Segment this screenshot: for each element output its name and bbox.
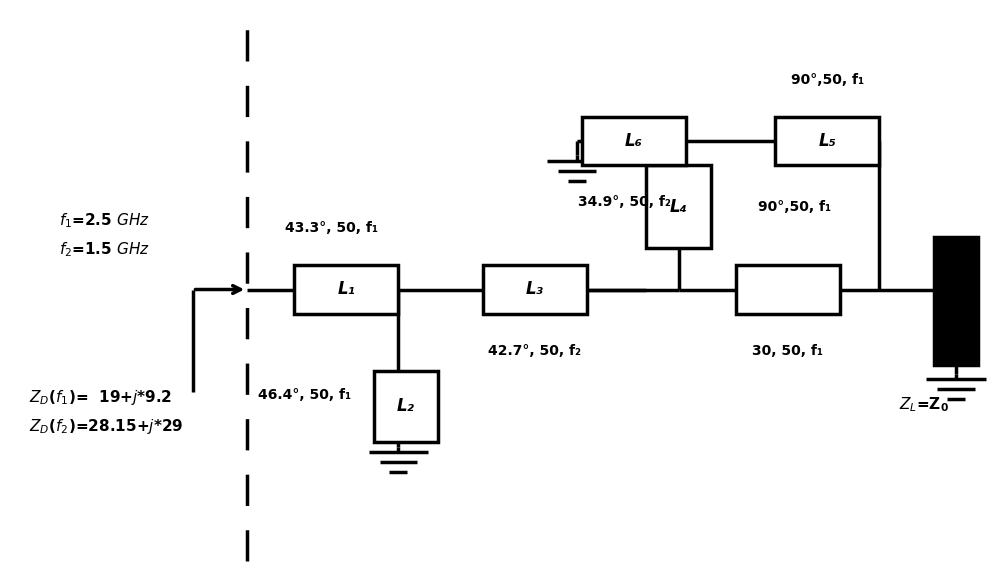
Bar [736,265,840,314]
Bar [582,117,686,166]
Text: 34.9°, 50, f₂: 34.9°, 50, f₂ [578,196,670,210]
Text: 43.3°, 50, f₁: 43.3°, 50, f₁ [285,221,378,235]
Text: 90°,50, f₁: 90°,50, f₁ [758,200,832,214]
Bar [775,117,879,166]
Bar [294,265,398,314]
Text: L₅: L₅ [818,132,836,150]
Text: L₄: L₄ [670,198,687,216]
Text: 42.7°, 50, f₂: 42.7°, 50, f₂ [488,344,581,358]
Bar [374,371,438,442]
Bar [934,237,978,365]
Text: L₃: L₃ [526,280,544,299]
Text: 46.4°, 50, f₁: 46.4°, 50, f₁ [258,388,351,402]
Text: 90°,50, f₁: 90°,50, f₁ [791,73,864,87]
Text: $\it{f_1}$=2.5 $\it{GHz}$
$\it{f_2}$=1.5 $\it{GHz}$: $\it{f_1}$=2.5 $\it{GHz}$ $\it{f_2}$=1.5… [59,212,150,259]
Text: L₆: L₆ [625,132,643,150]
Text: $Z_L$=$\mathbf{Z_0}$: $Z_L$=$\mathbf{Z_0}$ [899,395,949,415]
Text: $\it{Z_D}$($\it{f_1}$)=  19+$\it{j}$*9.2
$\it{Z_D}$($\it{f_2}$)=28.15+$\it{j}$*2: $\it{Z_D}$($\it{f_1}$)= 19+$\it{j}$*9.2 … [29,389,183,436]
Bar [646,166,711,248]
Bar [483,265,587,314]
Text: L₂: L₂ [397,398,415,416]
Text: L₁: L₁ [337,280,355,299]
Text: 30, 50, f₁: 30, 50, f₁ [752,344,823,358]
